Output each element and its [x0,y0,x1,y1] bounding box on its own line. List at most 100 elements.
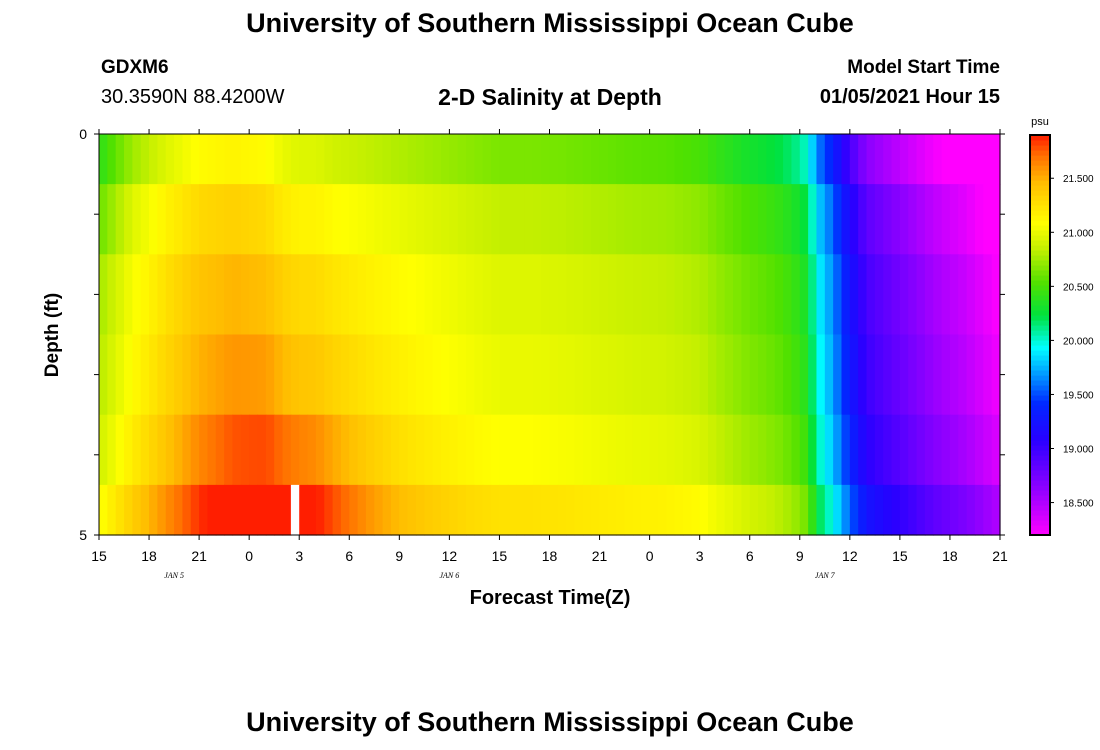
heatmap-cell [382,134,392,185]
heatmap-cell [582,414,592,486]
colorbar-tick-label: 20.000 [1063,336,1094,347]
heatmap-cell [99,184,108,255]
heatmap-cell [149,134,158,185]
heatmap-cell [424,184,434,255]
heatmap-cell [783,184,793,255]
x-tick-label: 9 [395,548,403,564]
heatmap-cell [441,414,450,486]
heatmap-cell [524,134,534,185]
heatmap-cell [582,334,592,416]
heatmap-cell [190,414,200,486]
heatmap-cell [507,254,517,336]
heatmap-cell [307,484,317,536]
heatmap-cell [791,134,801,185]
heatmap-cell [449,134,459,185]
heatmap-cell [332,484,342,536]
heatmap-cell [833,484,843,536]
x-tick-label: 15 [892,548,908,564]
heatmap-cell [958,334,968,416]
heatmap-cell [215,254,225,336]
heatmap-cell [99,484,108,536]
heatmap-cell [165,334,175,416]
heatmap-cell [841,334,851,416]
heatmap-cell [340,254,350,336]
heatmap-cell [374,254,384,336]
heatmap-cell [357,184,367,255]
heatmap-cell [507,184,517,255]
heatmap-cell [190,254,200,336]
heatmap-cell [649,334,659,416]
heatmap-cell [924,254,934,336]
heatmap-cell [232,414,242,486]
heatmap-cell [457,134,467,185]
heatmap-cell [841,414,851,486]
heatmap-cell [215,334,225,416]
heatmap-cell [449,254,459,336]
heatmap-cell [299,184,309,255]
heatmap-cell [641,334,651,416]
heatmap-cell [641,254,651,336]
heatmap-cell [190,134,200,185]
colorbar-band [1030,420,1050,426]
heatmap-cell [224,184,234,255]
heatmap-cell [516,254,526,336]
colorbar-band [1030,370,1050,376]
heatmap-cell [741,484,751,536]
heatmap-cell [666,334,676,416]
colorbar-band [1030,460,1050,466]
heatmap-cell [165,184,175,255]
heatmap-cell [274,414,284,486]
colorbar-band [1030,160,1050,166]
x-day-label: JAN 5 [164,571,184,580]
heatmap-cell [874,184,884,255]
heatmap-cell [307,134,317,185]
heatmap-cell [516,334,526,416]
heatmap-cell [315,134,325,185]
heatmap-cell [524,484,534,536]
heatmap-cell [666,484,676,536]
heatmap-cell [215,484,225,536]
heatmap-cell [132,414,142,486]
heatmap-cell [466,134,476,185]
x-tick-label: 3 [696,548,704,564]
heatmap-cell [115,134,125,185]
heatmap-cell [849,414,859,486]
heatmap-cell [607,414,617,486]
heatmap-cell [708,134,717,185]
heatmap-cell [624,484,634,536]
heatmap-cell [257,334,267,416]
heatmap-cell [382,484,392,536]
heatmap-cell [991,414,1001,486]
heatmap-cell [891,414,901,486]
heatmap-cell [991,254,1001,336]
heatmap-cell [783,334,793,416]
heatmap-cell [115,184,125,255]
heatmap-cell [132,484,142,536]
colorbar-band [1030,135,1050,141]
heatmap-cell [724,134,734,185]
heatmap-cell [599,184,609,255]
x-axis: 15 18 21 0 3 6 9 12 15 18 21 0 3 6 9 12 15 18 21 JAN 5 JAN 6… [91,129,1008,580]
heatmap-cell [274,484,284,536]
x-tick-label: 12 [842,548,858,564]
heatmap-cell [365,414,375,486]
heatmap-cell [599,484,609,536]
colorbar-band [1030,215,1050,221]
heatmap-cell [274,334,284,416]
heatmap-cell [199,334,209,416]
heatmap-cell [299,254,309,336]
heatmap-cell [941,334,951,416]
heatmap-cell [616,484,626,536]
colorbar-band [1030,475,1050,481]
x-tick-label: 18 [141,548,157,564]
heatmap-cell [507,484,517,536]
heatmap-cell [582,484,592,536]
heatmap-cell [674,184,684,255]
heatmap-cell [199,254,209,336]
heatmap-cell [624,334,634,416]
heatmap-cell [816,414,826,486]
heatmap-cell [499,484,509,536]
heatmap-cell [574,484,584,536]
heatmap-cell [149,254,158,336]
heatmap-cell [541,254,551,336]
